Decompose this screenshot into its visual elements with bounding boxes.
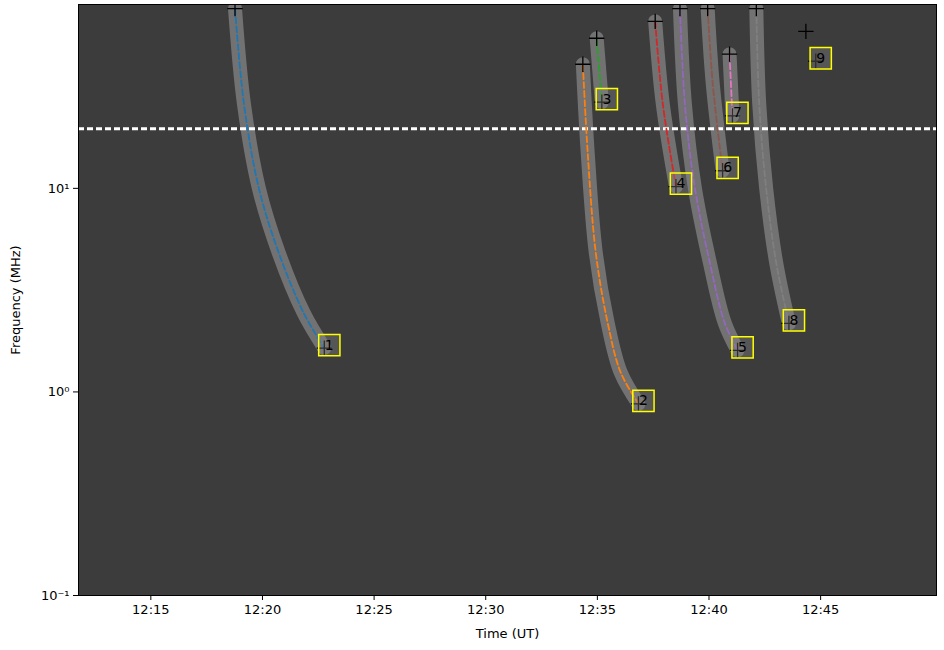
svg-text:12:20: 12:20 <box>244 602 281 617</box>
svg-text:5: 5 <box>738 339 747 355</box>
svg-text:7: 7 <box>733 104 742 120</box>
svg-text:6: 6 <box>723 159 732 175</box>
svg-text:12:45: 12:45 <box>802 602 839 617</box>
svg-text:2: 2 <box>639 392 648 408</box>
svg-text:12:35: 12:35 <box>579 602 616 617</box>
svg-text:10⁰: 10⁰ <box>48 384 70 399</box>
svg-text:4: 4 <box>676 175 685 191</box>
svg-text:1: 1 <box>325 337 334 353</box>
svg-text:3: 3 <box>602 91 611 107</box>
svg-text:Time (UT): Time (UT) <box>475 626 540 641</box>
svg-text:12:15: 12:15 <box>132 602 169 617</box>
svg-text:8: 8 <box>789 312 798 328</box>
svg-text:10⁻¹: 10⁻¹ <box>41 588 70 603</box>
svg-text:10¹: 10¹ <box>48 181 70 196</box>
svg-text:Frequency (MHz): Frequency (MHz) <box>8 245 23 354</box>
svg-text:12:25: 12:25 <box>355 602 392 617</box>
svg-text:9: 9 <box>816 50 825 66</box>
svg-text:12:30: 12:30 <box>467 602 504 617</box>
svg-text:12:40: 12:40 <box>690 602 727 617</box>
